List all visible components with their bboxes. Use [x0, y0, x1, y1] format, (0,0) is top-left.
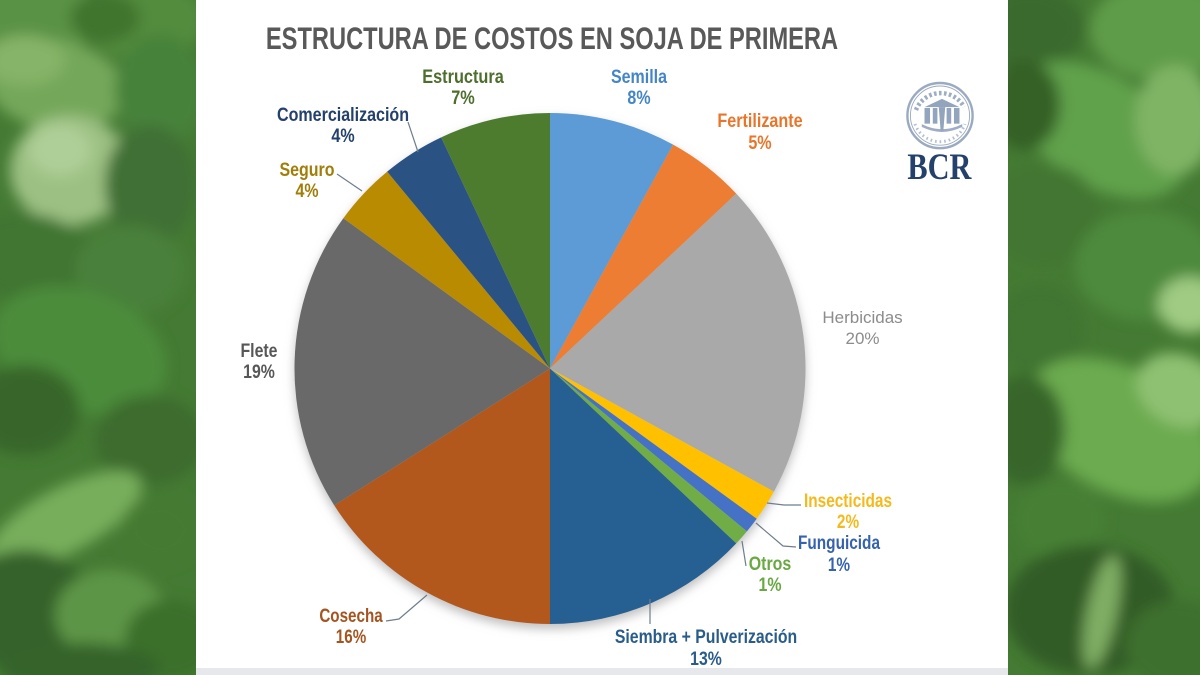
svg-text:BCR: BCR	[907, 147, 972, 188]
